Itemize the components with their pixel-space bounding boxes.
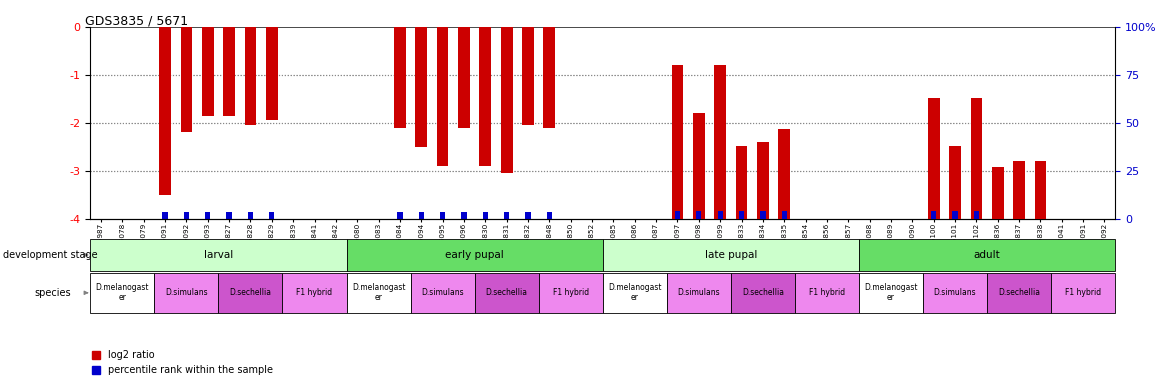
Bar xyxy=(526,212,530,219)
Bar xyxy=(735,146,747,219)
Bar xyxy=(394,27,405,127)
Text: D.sechellia: D.sechellia xyxy=(229,288,271,297)
Bar xyxy=(782,211,787,219)
Bar xyxy=(974,211,979,219)
Bar xyxy=(248,212,254,219)
Bar xyxy=(757,142,769,219)
Bar xyxy=(1013,161,1025,219)
Bar xyxy=(244,27,256,125)
Bar xyxy=(672,65,683,219)
Bar xyxy=(397,212,403,219)
Bar xyxy=(416,27,427,147)
Bar xyxy=(504,212,510,219)
Bar xyxy=(718,211,723,219)
Bar xyxy=(500,27,513,173)
Bar xyxy=(483,212,488,219)
Bar xyxy=(714,65,726,219)
Text: species: species xyxy=(35,288,72,298)
Bar xyxy=(266,27,278,121)
Text: D.melanogast
er: D.melanogast er xyxy=(352,283,405,303)
Bar xyxy=(928,98,939,219)
Bar xyxy=(739,211,745,219)
Bar xyxy=(543,27,555,127)
Bar xyxy=(437,27,448,166)
Bar xyxy=(692,113,705,219)
Text: D.simulans: D.simulans xyxy=(677,288,720,297)
Text: D.melanogast
er: D.melanogast er xyxy=(608,283,661,303)
Text: D.simulans: D.simulans xyxy=(422,288,464,297)
Bar xyxy=(479,27,491,166)
Text: F1 hybrid: F1 hybrid xyxy=(552,288,588,297)
Text: D.sechellia: D.sechellia xyxy=(485,288,528,297)
Bar xyxy=(269,212,274,219)
Bar xyxy=(159,27,171,195)
Text: late pupal: late pupal xyxy=(705,250,757,260)
Bar xyxy=(696,211,702,219)
Text: early pupal: early pupal xyxy=(446,250,504,260)
Bar xyxy=(1034,161,1047,219)
Bar xyxy=(760,211,765,219)
Bar xyxy=(184,212,189,219)
Bar xyxy=(205,212,211,219)
Text: D.melanogast
er: D.melanogast er xyxy=(96,283,149,303)
Text: D.sechellia: D.sechellia xyxy=(742,288,784,297)
Text: larval: larval xyxy=(204,250,233,260)
Bar xyxy=(952,211,958,219)
Bar xyxy=(162,212,168,219)
Text: D.melanogast
er: D.melanogast er xyxy=(864,283,918,303)
Text: development stage: development stage xyxy=(3,250,98,260)
Bar xyxy=(992,167,1004,219)
Bar xyxy=(547,212,552,219)
Text: D.simulans: D.simulans xyxy=(166,288,207,297)
Text: F1 hybrid: F1 hybrid xyxy=(296,288,332,297)
Bar xyxy=(440,212,446,219)
Bar xyxy=(522,27,534,125)
Text: GDS3835 / 5671: GDS3835 / 5671 xyxy=(86,15,189,28)
Bar xyxy=(181,27,192,132)
Legend: log2 ratio, percentile rank within the sample: log2 ratio, percentile rank within the s… xyxy=(91,351,273,375)
Text: adult: adult xyxy=(974,250,1001,260)
Text: F1 hybrid: F1 hybrid xyxy=(1065,288,1101,297)
Bar xyxy=(970,98,982,219)
Bar xyxy=(227,212,232,219)
Bar xyxy=(418,212,424,219)
Bar xyxy=(201,27,213,116)
Bar xyxy=(459,27,470,127)
Bar xyxy=(931,211,937,219)
Bar xyxy=(461,212,467,219)
Text: D.simulans: D.simulans xyxy=(933,288,976,297)
Bar xyxy=(223,27,235,116)
Bar xyxy=(778,129,790,219)
Bar xyxy=(675,211,680,219)
Text: F1 hybrid: F1 hybrid xyxy=(808,288,845,297)
Text: D.sechellia: D.sechellia xyxy=(998,288,1040,297)
Bar xyxy=(950,146,961,219)
